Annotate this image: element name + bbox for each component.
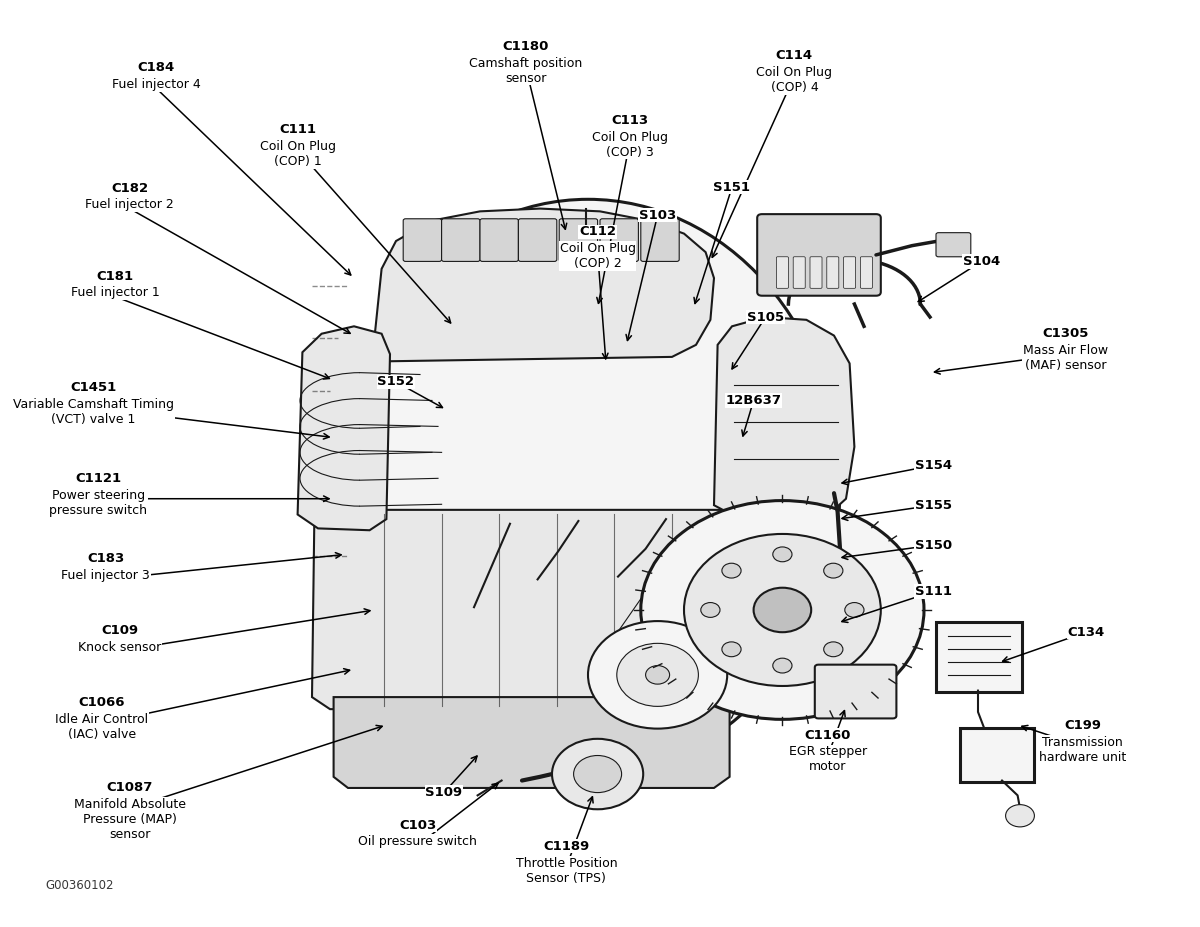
- FancyBboxPatch shape: [860, 257, 872, 288]
- Circle shape: [1006, 805, 1034, 827]
- Text: Coil On Plug
(COP) 2: Coil On Plug (COP) 2: [559, 242, 636, 270]
- Text: Mass Air Flow
(MAF) sensor: Mass Air Flow (MAF) sensor: [1024, 344, 1108, 372]
- FancyBboxPatch shape: [960, 728, 1034, 782]
- Text: S154: S154: [916, 459, 952, 472]
- Text: 12B637: 12B637: [726, 394, 781, 407]
- Text: Manifold Absolute
Pressure (MAP)
sensor: Manifold Absolute Pressure (MAP) sensor: [73, 798, 186, 841]
- Polygon shape: [714, 317, 854, 527]
- Text: Variable Camshaft Timing
(VCT) valve 1: Variable Camshaft Timing (VCT) valve 1: [13, 398, 174, 425]
- Polygon shape: [312, 510, 746, 709]
- FancyBboxPatch shape: [810, 257, 822, 288]
- Circle shape: [773, 547, 792, 562]
- Text: S152: S152: [378, 375, 414, 388]
- Text: C183: C183: [86, 552, 125, 565]
- Text: C181: C181: [97, 270, 133, 283]
- Text: EGR stepper
motor: EGR stepper motor: [788, 745, 868, 773]
- Circle shape: [574, 756, 622, 793]
- Text: C1087: C1087: [107, 781, 152, 794]
- Text: Coil On Plug
(COP) 3: Coil On Plug (COP) 3: [592, 131, 668, 159]
- Circle shape: [684, 534, 881, 686]
- Polygon shape: [298, 326, 390, 530]
- Text: Fuel injector 1: Fuel injector 1: [71, 286, 160, 299]
- Text: C109: C109: [102, 624, 138, 637]
- Text: Coil On Plug
(COP) 1: Coil On Plug (COP) 1: [259, 140, 336, 168]
- Text: C112: C112: [580, 225, 616, 238]
- Circle shape: [823, 641, 842, 656]
- Circle shape: [823, 564, 842, 578]
- Text: S104: S104: [962, 255, 1001, 268]
- Text: C1305: C1305: [1043, 327, 1088, 340]
- FancyBboxPatch shape: [641, 219, 679, 261]
- Text: Idle Air Control
(IAC) valve: Idle Air Control (IAC) valve: [55, 713, 149, 741]
- Text: C1180: C1180: [503, 40, 548, 53]
- FancyBboxPatch shape: [403, 219, 442, 261]
- FancyBboxPatch shape: [559, 219, 598, 261]
- FancyBboxPatch shape: [480, 219, 518, 261]
- Text: S150: S150: [916, 539, 952, 552]
- Circle shape: [773, 658, 792, 673]
- Text: C113: C113: [612, 114, 648, 127]
- Circle shape: [722, 641, 742, 656]
- Circle shape: [845, 603, 864, 617]
- Text: Power steering
pressure switch: Power steering pressure switch: [49, 489, 148, 516]
- FancyBboxPatch shape: [600, 219, 638, 261]
- FancyBboxPatch shape: [793, 257, 805, 288]
- Text: C184: C184: [137, 61, 175, 74]
- Text: C111: C111: [280, 123, 316, 136]
- Text: C114: C114: [776, 49, 812, 62]
- Text: Oil pressure switch: Oil pressure switch: [358, 835, 478, 848]
- Text: Fuel injector 4: Fuel injector 4: [112, 78, 200, 91]
- Text: C1066: C1066: [79, 696, 125, 709]
- FancyBboxPatch shape: [827, 257, 839, 288]
- Text: S151: S151: [714, 181, 750, 194]
- Circle shape: [722, 564, 742, 578]
- FancyBboxPatch shape: [776, 257, 788, 288]
- Text: S105: S105: [748, 311, 784, 324]
- Text: S155: S155: [916, 499, 952, 512]
- Text: S109: S109: [426, 786, 462, 799]
- FancyBboxPatch shape: [936, 622, 1022, 692]
- Circle shape: [646, 666, 670, 684]
- Text: S111: S111: [916, 585, 952, 598]
- FancyBboxPatch shape: [936, 233, 971, 257]
- Circle shape: [617, 643, 698, 706]
- Circle shape: [641, 501, 924, 719]
- FancyBboxPatch shape: [844, 257, 856, 288]
- Text: G00360102: G00360102: [46, 879, 114, 892]
- Circle shape: [754, 588, 811, 632]
- Text: Coil On Plug
(COP) 4: Coil On Plug (COP) 4: [756, 66, 833, 94]
- Text: C199: C199: [1064, 719, 1100, 732]
- FancyBboxPatch shape: [757, 214, 881, 296]
- Text: C134: C134: [1067, 626, 1105, 639]
- Text: C103: C103: [398, 819, 437, 832]
- Circle shape: [588, 621, 727, 729]
- Circle shape: [552, 739, 643, 809]
- Ellipse shape: [336, 199, 840, 774]
- Text: Throttle Position
Sensor (TPS): Throttle Position Sensor (TPS): [516, 857, 617, 884]
- Text: Transmission
hardware unit: Transmission hardware unit: [1039, 736, 1126, 764]
- Polygon shape: [372, 209, 714, 362]
- Text: C1451: C1451: [71, 381, 116, 394]
- FancyBboxPatch shape: [815, 665, 896, 718]
- FancyBboxPatch shape: [442, 219, 480, 261]
- Text: Fuel injector 3: Fuel injector 3: [61, 569, 150, 582]
- Text: C1121: C1121: [76, 472, 121, 485]
- Text: Knock sensor: Knock sensor: [78, 641, 162, 654]
- Text: Fuel injector 2: Fuel injector 2: [85, 198, 174, 211]
- Text: C1189: C1189: [544, 840, 589, 853]
- Circle shape: [701, 603, 720, 617]
- Text: C182: C182: [112, 182, 148, 195]
- Text: C1160: C1160: [805, 729, 851, 742]
- Text: Camshaft position
sensor: Camshaft position sensor: [469, 57, 582, 84]
- Polygon shape: [334, 697, 730, 788]
- Text: S103: S103: [638, 209, 677, 222]
- FancyBboxPatch shape: [518, 219, 557, 261]
